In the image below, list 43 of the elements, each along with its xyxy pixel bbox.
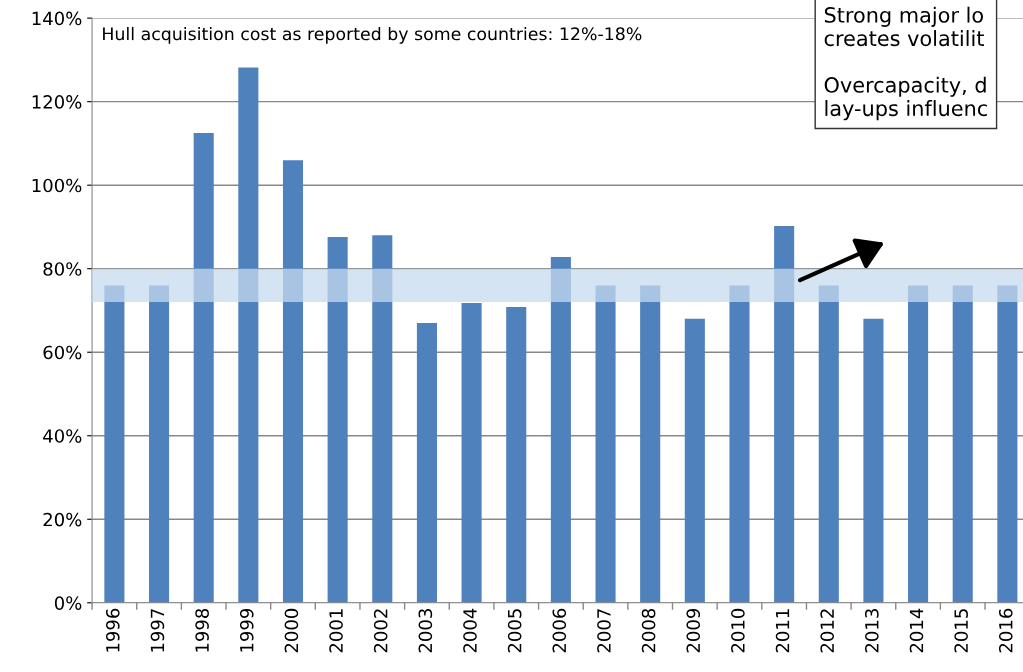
x-tick-label: 2005 bbox=[507, 609, 522, 653]
bar bbox=[238, 67, 259, 603]
bar bbox=[506, 307, 527, 603]
y-tick-label: 0% bbox=[54, 596, 82, 610]
bar bbox=[461, 302, 482, 603]
y-tick-label: 40% bbox=[43, 429, 82, 443]
x-tick-label: 2010 bbox=[731, 608, 745, 653]
bar bbox=[282, 160, 304, 603]
x-tick-label: 2015 bbox=[954, 609, 968, 653]
y-tick-label: 80% bbox=[43, 262, 82, 276]
x-tick-label: 2011 bbox=[775, 609, 790, 653]
x-tick-label: 2014 bbox=[909, 608, 924, 653]
x-tick-label: 2012 bbox=[820, 609, 835, 653]
bar bbox=[550, 257, 571, 603]
bar bbox=[193, 132, 214, 603]
bar bbox=[774, 226, 795, 603]
bar bbox=[372, 235, 393, 603]
x-tick-label: 2016 bbox=[998, 608, 1013, 653]
bar bbox=[416, 322, 437, 603]
x-tick-label: 2013 bbox=[865, 609, 879, 653]
x-tick-label: 1996 bbox=[105, 608, 120, 652]
x-tick-label: 1997 bbox=[150, 609, 165, 652]
x-tick-label: 2002 bbox=[373, 609, 388, 653]
text: Strong major lo creates volatilit Overcapacity, d lay-ups influenc bbox=[824, 6, 987, 121]
x-tick-label: 2003 bbox=[418, 609, 433, 653]
y-tick-label: 140% bbox=[32, 11, 82, 26]
x-tick-label: 1999 bbox=[239, 608, 254, 652]
x-tick-label: 2008 bbox=[641, 608, 656, 653]
y-tick-label: 20% bbox=[43, 512, 82, 527]
bar bbox=[684, 318, 705, 603]
annotation: Hull acquisition cost as reported by some countries: 12%-18% bbox=[103, 26, 642, 44]
x-tick-label: 2006 bbox=[552, 608, 567, 653]
x-tick-label: 2007 bbox=[597, 609, 611, 653]
x-tick-label: 1998 bbox=[195, 608, 209, 652]
x-tick-label: 2009 bbox=[686, 608, 701, 653]
y-tick-label: 100% bbox=[32, 178, 82, 193]
bar bbox=[863, 318, 884, 603]
y-tick-label: 120% bbox=[32, 95, 82, 109]
x-tick-label: 2001 bbox=[329, 609, 343, 653]
x-tick-label: 2000 bbox=[284, 608, 299, 653]
bar bbox=[327, 236, 348, 603]
y-tick-label: 60% bbox=[43, 345, 82, 360]
x-tick-label: 2004 bbox=[463, 608, 477, 653]
